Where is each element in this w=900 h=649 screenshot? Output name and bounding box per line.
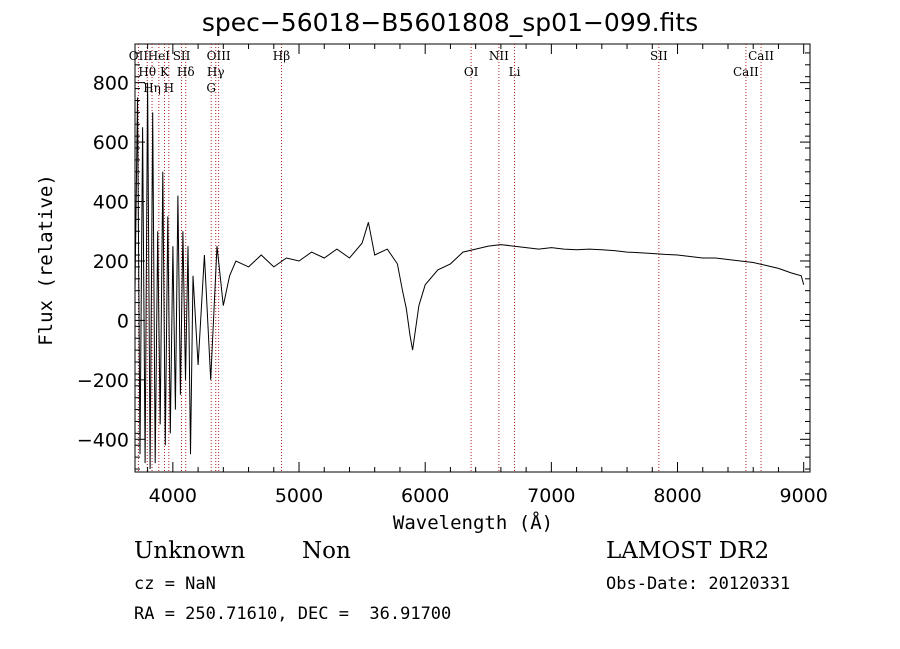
line-marker-label: OI (464, 65, 479, 79)
line-marker-label: Li (509, 65, 521, 79)
x-tick-label: 7000 (527, 485, 575, 507)
line-marker-label: G (206, 81, 216, 95)
x-tick-label: 8000 (653, 485, 701, 507)
x-tick-label: 6000 (401, 485, 449, 507)
coordinates: RA = 250.71610, DEC = 36.91700 (134, 604, 452, 624)
line-marker-label: CaII (748, 49, 774, 63)
x-tick-label: 5000 (275, 485, 323, 507)
line-marker-label: Hθ (138, 65, 156, 79)
line-marker-label: Hγ (207, 65, 225, 79)
y-tick-label: −200 (77, 370, 129, 392)
axis-ticks: 4000 5000 6000 7000 8000 9000 −400 −200 0 200 400 6… (77, 44, 828, 507)
redshift-cz: cz = NaN (134, 574, 216, 594)
object-subclass: Non (302, 538, 351, 564)
x-tick-label: 9000 (780, 485, 828, 507)
y-tick-label: 600 (93, 132, 129, 154)
line-marker-label: K (160, 65, 170, 79)
line-marker-label: H (164, 81, 174, 95)
line-marker-label: SII (650, 49, 668, 63)
line-marker-label: HeI (148, 49, 171, 63)
x-tick-label: 4000 (149, 485, 197, 507)
line-marker-label: Hβ (273, 49, 290, 63)
observation-date: Obs-Date: 20120331 (606, 574, 791, 594)
line-marker-label: OII (129, 49, 149, 63)
line-marker-label: Hη (143, 81, 161, 95)
y-tick-label: 0 (117, 310, 129, 332)
survey-name: LAMOST DR2 (606, 538, 770, 564)
y-tick-label: 400 (93, 192, 129, 214)
y-tick-label: −400 (77, 429, 129, 451)
line-marker-label: Hδ (177, 65, 195, 79)
x-axis-label: Wavelength (Å) (393, 511, 553, 534)
line-marker-label: NII (489, 49, 509, 63)
y-tick-label: 800 (93, 73, 129, 95)
line-marker-label: CaII (733, 65, 759, 79)
chart-title: spec−56018−B5601808_sp01−099.fits (201, 8, 699, 37)
y-tick-label: 200 (93, 251, 129, 273)
line-marker-label: SII (173, 49, 191, 63)
line-marker-label: OIII (207, 49, 231, 63)
object-class: Unknown (134, 538, 246, 564)
y-axis-label: Flux (relative) (35, 174, 57, 346)
spectrum-line (134, 82, 805, 470)
